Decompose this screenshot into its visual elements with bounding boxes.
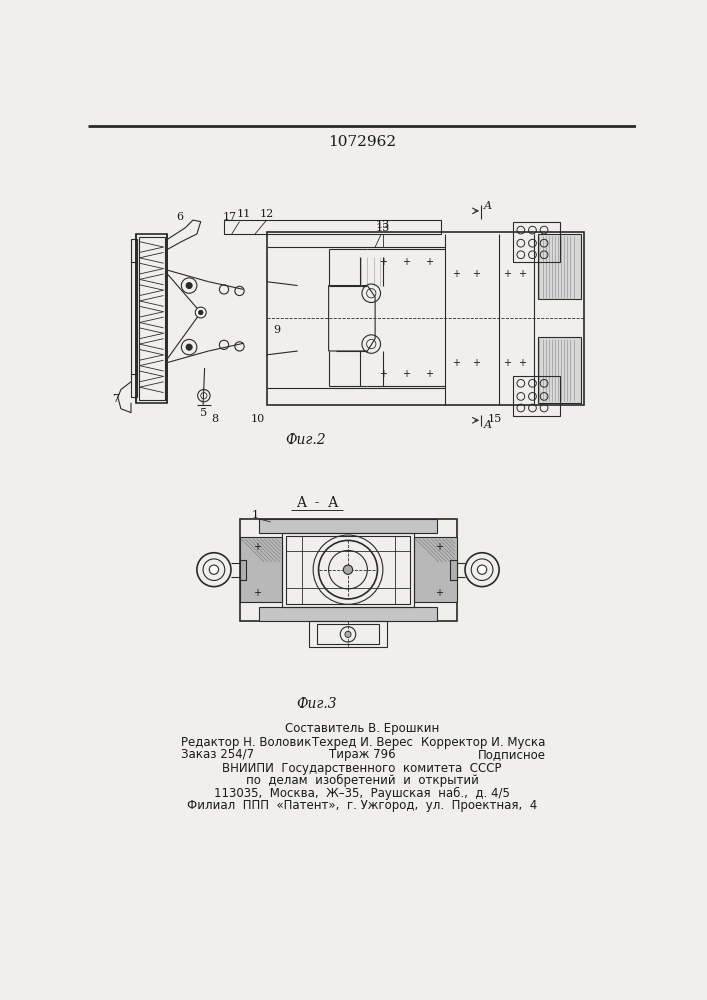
Text: Филиал  ППП  «Патент»,  г. Ужгород,  ул.  Проектная,  4: Филиал ППП «Патент», г. Ужгород, ул. Про… xyxy=(187,799,537,812)
Text: 13: 13 xyxy=(375,220,390,230)
Text: 11: 11 xyxy=(236,209,250,219)
Text: 13: 13 xyxy=(375,223,390,233)
Text: Составитель В. Ерошкин: Составитель В. Ерошкин xyxy=(285,722,439,735)
Text: +: + xyxy=(253,588,262,598)
Bar xyxy=(139,237,165,400)
Circle shape xyxy=(345,631,351,637)
Bar xyxy=(267,232,585,405)
Text: 8: 8 xyxy=(211,414,218,424)
Bar xyxy=(240,519,457,620)
Text: +: + xyxy=(503,269,511,279)
Bar xyxy=(259,519,437,533)
Bar xyxy=(309,620,387,647)
Text: 1: 1 xyxy=(252,510,259,520)
Text: Тираж 796: Тираж 796 xyxy=(329,748,395,761)
Circle shape xyxy=(186,282,192,289)
Text: 1072962: 1072962 xyxy=(328,135,396,149)
Bar xyxy=(538,234,580,299)
Text: Редактор Н. Воловик: Редактор Н. Воловик xyxy=(182,736,312,749)
Text: ВНИИПИ  Государственного  комитета  СССР: ВНИИПИ Государственного комитета СССР xyxy=(222,762,502,775)
Bar xyxy=(538,337,580,403)
Text: +: + xyxy=(253,542,262,552)
Text: +: + xyxy=(426,257,433,267)
Circle shape xyxy=(195,307,206,318)
Text: +: + xyxy=(452,269,460,279)
Text: Корректор И. Муска: Корректор И. Муска xyxy=(421,736,546,749)
Text: +: + xyxy=(452,358,460,368)
Text: +: + xyxy=(518,269,527,279)
Text: по  делам  изобретений  и  открытий: по делам изобретений и открытий xyxy=(245,774,479,787)
Circle shape xyxy=(186,344,192,350)
Bar xyxy=(240,537,282,602)
Bar xyxy=(286,536,410,604)
Bar xyxy=(259,607,437,620)
Text: +: + xyxy=(426,369,433,379)
Circle shape xyxy=(344,565,353,574)
Circle shape xyxy=(199,310,203,315)
Text: 113035,  Москва,  Ж–35,  Раушская  наб.,  д. 4/5: 113035, Москва, Ж–35, Раушская наб., д. … xyxy=(214,786,510,800)
Text: +: + xyxy=(472,269,480,279)
Text: +: + xyxy=(503,358,511,368)
Text: Фиг.2: Фиг.2 xyxy=(285,433,326,447)
Text: 10: 10 xyxy=(250,414,264,424)
Text: Фиг.3: Фиг.3 xyxy=(297,697,337,711)
Text: +: + xyxy=(472,358,480,368)
Text: +: + xyxy=(435,542,443,552)
Text: +: + xyxy=(435,588,443,598)
Text: +: + xyxy=(402,257,410,267)
Circle shape xyxy=(477,565,486,574)
Bar xyxy=(136,234,168,403)
Text: 7: 7 xyxy=(112,394,119,404)
Bar xyxy=(414,537,457,602)
Text: 12: 12 xyxy=(259,209,274,219)
Text: +: + xyxy=(379,369,387,379)
Bar xyxy=(450,560,457,580)
Text: Подписное: Подписное xyxy=(478,748,546,761)
Text: 5: 5 xyxy=(199,408,206,418)
Text: Заказ 254/7: Заказ 254/7 xyxy=(182,748,255,761)
Text: 15: 15 xyxy=(488,414,503,424)
Bar xyxy=(131,239,137,397)
Text: 9: 9 xyxy=(273,325,280,335)
Bar xyxy=(317,624,379,644)
Text: Техред И. Верес: Техред И. Верес xyxy=(312,736,412,749)
Bar xyxy=(513,376,559,416)
Bar xyxy=(513,222,559,262)
Bar xyxy=(224,220,441,234)
Text: +: + xyxy=(379,257,387,267)
Text: 6: 6 xyxy=(176,212,183,222)
Text: A: A xyxy=(484,420,492,430)
Circle shape xyxy=(209,565,218,574)
Text: +: + xyxy=(518,358,527,368)
Bar xyxy=(282,533,414,607)
Bar xyxy=(240,560,246,580)
Text: 17: 17 xyxy=(223,212,236,222)
Text: +: + xyxy=(402,369,410,379)
Text: A: A xyxy=(484,201,492,211)
Text: A  -  A: A - A xyxy=(296,496,338,510)
